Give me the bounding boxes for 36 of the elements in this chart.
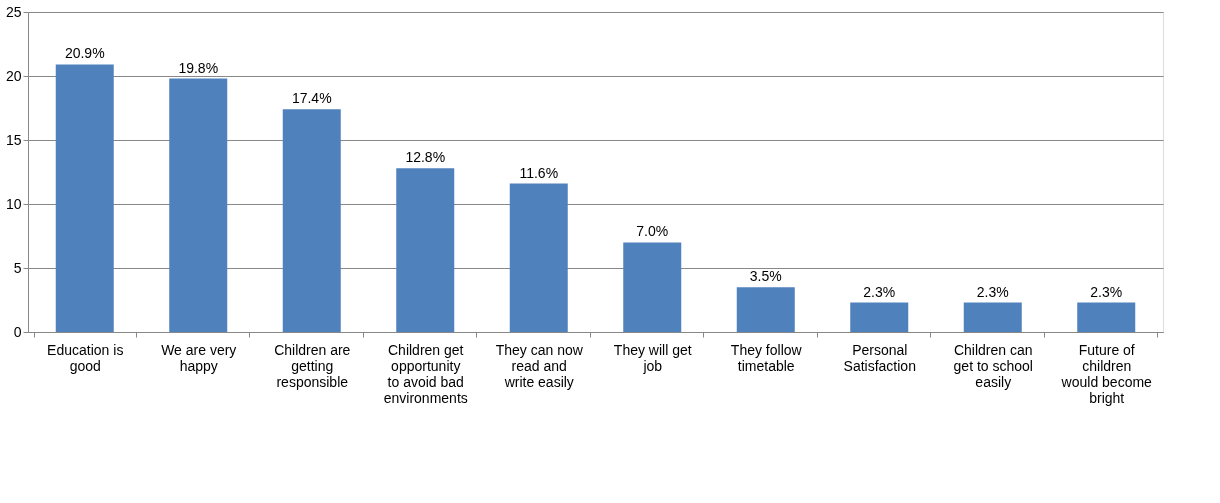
- x-tick-label: They follow timetable: [730, 341, 803, 374]
- x-tick-label: We are very happy: [161, 341, 237, 374]
- bar: [736, 287, 795, 332]
- x-tick-label: They can now read and write easily: [495, 341, 584, 390]
- bar: [396, 168, 455, 332]
- bar: [55, 64, 114, 332]
- data-label: 20.9%: [64, 45, 105, 62]
- bar: [623, 242, 682, 332]
- bar: [1077, 302, 1136, 332]
- x-tick-label: Children can get to school easily: [953, 341, 1033, 390]
- data-label: 12.8%: [405, 149, 446, 166]
- data-label: 7.0%: [636, 223, 669, 240]
- x-tick-label: Children get opportunity to avoid bad environments: [383, 341, 468, 406]
- x-tick-label: Children are getting responsible: [274, 341, 351, 390]
- x-tick-label: Personal Satisfaction: [843, 341, 916, 374]
- x-tick-label: They will get job: [613, 341, 692, 374]
- y-tick-label: 15: [5, 131, 22, 148]
- data-label: 17.4%: [291, 90, 332, 107]
- data-label: 19.8%: [178, 59, 219, 76]
- data-label: 2.3%: [1090, 283, 1123, 300]
- bar: [963, 302, 1022, 332]
- y-tick-label: 20: [5, 67, 22, 84]
- y-tick-label: 25: [5, 3, 22, 20]
- x-tick-label: Future of children would become bright: [1060, 341, 1153, 406]
- data-label: 2.3%: [863, 283, 896, 300]
- y-tick-label: 0: [13, 323, 22, 340]
- x-tick-label: Education is good: [47, 341, 124, 374]
- bar: [850, 302, 909, 332]
- y-tick-label: 5: [13, 259, 22, 276]
- bar: [169, 78, 228, 332]
- data-label: 11.6%: [519, 164, 559, 181]
- data-label: 3.5%: [749, 268, 782, 285]
- bar: [509, 183, 568, 332]
- bar: [282, 109, 341, 332]
- data-label: 2.3%: [976, 283, 1009, 300]
- y-tick-label: 10: [5, 195, 22, 212]
